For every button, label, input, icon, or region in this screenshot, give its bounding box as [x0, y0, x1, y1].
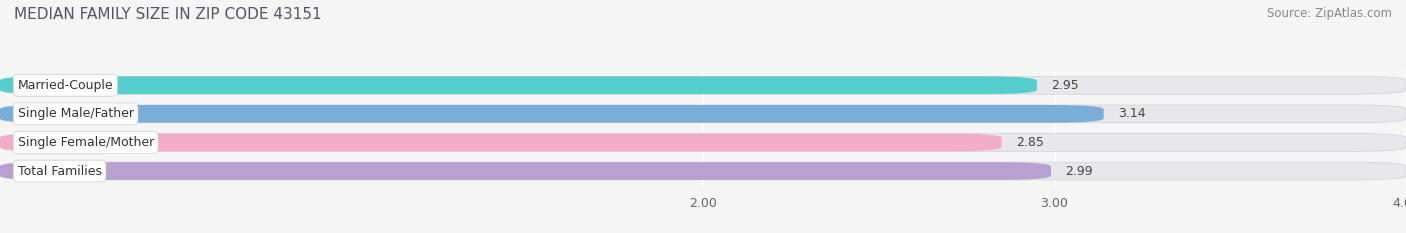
Text: Married-Couple: Married-Couple	[17, 79, 114, 92]
FancyBboxPatch shape	[0, 76, 1406, 94]
Text: Source: ZipAtlas.com: Source: ZipAtlas.com	[1267, 7, 1392, 20]
FancyBboxPatch shape	[0, 162, 1406, 180]
Text: Single Male/Father: Single Male/Father	[17, 107, 134, 120]
Text: 2.85: 2.85	[1015, 136, 1043, 149]
FancyBboxPatch shape	[0, 134, 1001, 151]
FancyBboxPatch shape	[0, 134, 1406, 151]
Text: 3.14: 3.14	[1118, 107, 1146, 120]
FancyBboxPatch shape	[0, 105, 1104, 123]
Text: 2.95: 2.95	[1052, 79, 1078, 92]
FancyBboxPatch shape	[0, 76, 1038, 94]
Text: 2.99: 2.99	[1066, 164, 1092, 178]
FancyBboxPatch shape	[0, 162, 1052, 180]
Text: Single Female/Mother: Single Female/Mother	[17, 136, 153, 149]
Text: Total Families: Total Families	[17, 164, 101, 178]
Text: MEDIAN FAMILY SIZE IN ZIP CODE 43151: MEDIAN FAMILY SIZE IN ZIP CODE 43151	[14, 7, 322, 22]
FancyBboxPatch shape	[0, 105, 1406, 123]
